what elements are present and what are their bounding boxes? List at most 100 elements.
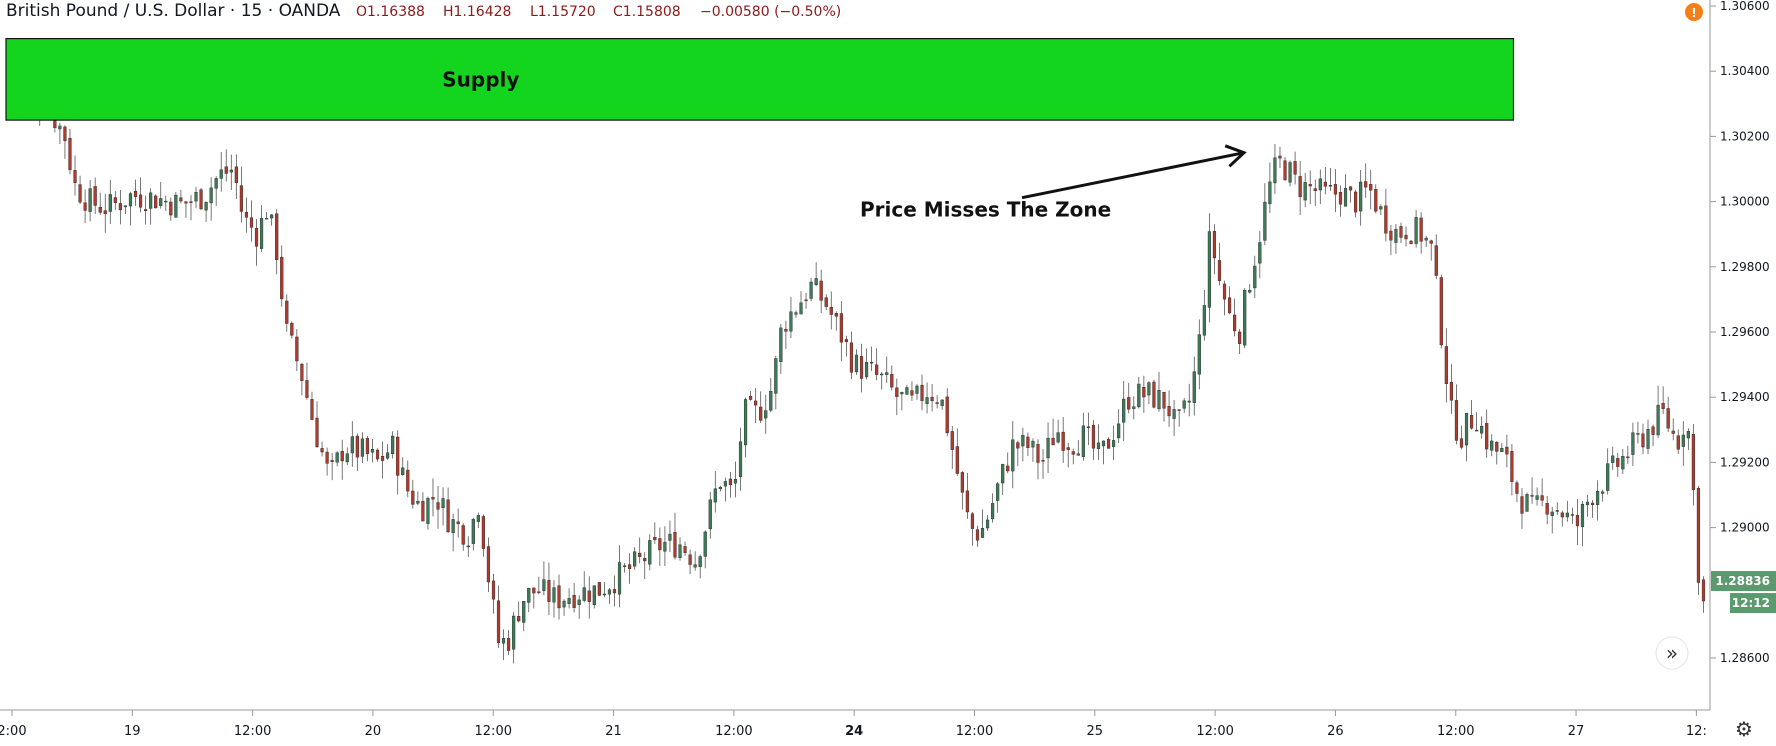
candle-body xyxy=(1248,290,1252,293)
candle-body xyxy=(945,396,949,434)
candle-body xyxy=(169,201,173,216)
candle-body xyxy=(512,615,516,650)
candle-body xyxy=(799,302,803,315)
y-tick-label: 1.29800 xyxy=(1720,260,1770,274)
candle-body xyxy=(259,218,264,249)
candle-body xyxy=(1454,400,1459,441)
candle-body xyxy=(345,453,349,463)
candle-body xyxy=(572,595,576,608)
candle-body xyxy=(940,399,944,406)
candle-body xyxy=(1369,184,1373,191)
candle-body xyxy=(194,191,198,202)
supply-zone[interactable] xyxy=(5,37,1515,121)
candle-body xyxy=(300,363,304,381)
candle-body xyxy=(905,387,909,395)
candle-body xyxy=(1021,434,1025,447)
candle-body xyxy=(406,469,410,492)
candle-body xyxy=(1585,501,1590,506)
alert-icon[interactable]: ! xyxy=(1685,3,1703,21)
annotation-arrow[interactable] xyxy=(1021,151,1245,200)
candle-body xyxy=(1354,191,1358,213)
candle-body xyxy=(486,546,491,583)
candles-layer xyxy=(12,68,1706,664)
candle-body xyxy=(1233,314,1237,332)
candle-body xyxy=(754,400,758,406)
candle-body xyxy=(996,483,1000,501)
candle-body xyxy=(88,188,92,212)
price-axis[interactable]: 1.30600 1.30400 1.30200 1.30000 1.29800 1.296… xyxy=(1710,0,1770,665)
candle-body xyxy=(935,402,939,404)
candle-body xyxy=(895,387,899,397)
candle-body xyxy=(123,205,128,208)
candle-body xyxy=(1263,201,1267,241)
time-axis[interactable]: 2:00 19 12:00 20 12:00 21 12:00 24 12:00 25 12:00 2… xyxy=(0,710,1707,739)
settings-gear-icon[interactable]: ⚙ xyxy=(1735,717,1753,741)
candle-body xyxy=(1177,409,1181,411)
candle-body xyxy=(1343,188,1348,207)
candle-body xyxy=(643,558,647,562)
candle-body xyxy=(1041,460,1045,462)
candle-body xyxy=(708,499,712,530)
x-tick-label: 21 xyxy=(605,724,622,739)
candle-body xyxy=(1112,440,1116,447)
candle-body xyxy=(1414,217,1418,244)
candle-body xyxy=(784,328,788,332)
candle-body xyxy=(532,587,536,594)
candle-body xyxy=(391,435,395,454)
candle-body xyxy=(295,336,299,362)
candle-body xyxy=(466,545,470,548)
candle-body xyxy=(1399,226,1403,238)
candle-body xyxy=(1061,431,1065,451)
candle-body xyxy=(1444,346,1448,384)
candle-body xyxy=(824,297,828,307)
candle-body xyxy=(1026,436,1030,449)
candle-body xyxy=(254,228,259,247)
candle-body xyxy=(149,192,153,209)
candle-body xyxy=(769,390,773,411)
candle-body xyxy=(1197,334,1201,375)
candle-body xyxy=(1298,176,1302,198)
candle-body xyxy=(693,564,697,568)
scroll-to-realtime-button[interactable]: » xyxy=(1655,636,1689,670)
candle-body xyxy=(118,203,122,211)
candle-body xyxy=(809,281,813,299)
candle-body xyxy=(1545,503,1549,515)
candle-body xyxy=(849,342,854,373)
candle-body xyxy=(380,456,385,461)
candle-body xyxy=(1419,217,1423,242)
candle-body xyxy=(552,587,556,603)
x-tick-label: 25 xyxy=(1087,724,1104,739)
candle-body xyxy=(1515,482,1519,494)
last-price-badge: 1.28836 xyxy=(1711,571,1776,592)
candle-body xyxy=(1490,440,1494,451)
candle-body xyxy=(1520,496,1524,514)
candle-body xyxy=(1616,458,1620,467)
candle-body xyxy=(98,207,102,213)
candle-body xyxy=(1439,277,1443,346)
annotation-arrow-head xyxy=(1224,144,1247,168)
candle-body xyxy=(1268,181,1272,205)
candle-body xyxy=(1011,439,1015,472)
candle-body xyxy=(63,126,67,141)
candle-body xyxy=(103,210,107,215)
candle-body xyxy=(1449,381,1453,401)
candle-body xyxy=(653,537,657,541)
supply-zone-label: Supply xyxy=(442,67,519,91)
y-tick-label: 1.30600 xyxy=(1720,0,1770,13)
x-tick-label: 12:00 xyxy=(234,724,271,739)
candle-body xyxy=(1424,237,1428,241)
y-tick-label: 1.28600 xyxy=(1720,651,1770,665)
candle-body xyxy=(1142,387,1146,398)
candle-body xyxy=(1686,431,1690,439)
symbol-title[interactable]: British Pound / U.S. Dollar · 15 · OANDA xyxy=(6,1,341,21)
candle-body xyxy=(602,593,606,596)
countdown-value: 12:12 xyxy=(1732,596,1770,610)
candle-body xyxy=(174,194,178,218)
candle-body xyxy=(1137,383,1141,408)
candle-body xyxy=(779,327,783,362)
candle-body xyxy=(759,406,763,421)
candle-body xyxy=(991,503,995,520)
candle-body xyxy=(108,194,112,212)
candle-body xyxy=(1565,512,1569,518)
